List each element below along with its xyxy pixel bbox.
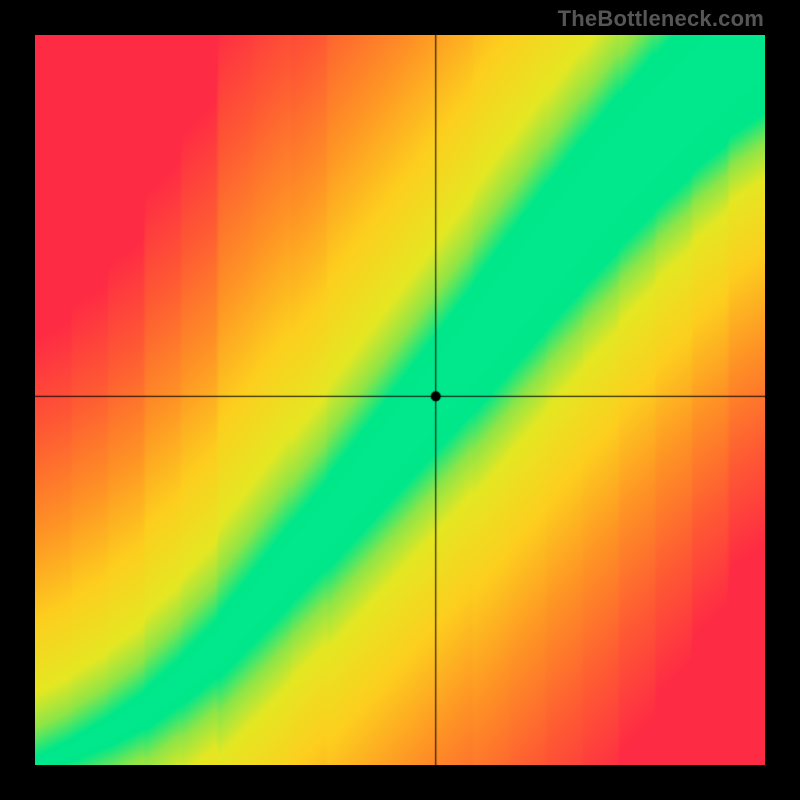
chart-container: TheBottleneck.com <box>0 0 800 800</box>
watermark-label: TheBottleneck.com <box>558 6 764 32</box>
bottleneck-heatmap <box>35 35 765 765</box>
